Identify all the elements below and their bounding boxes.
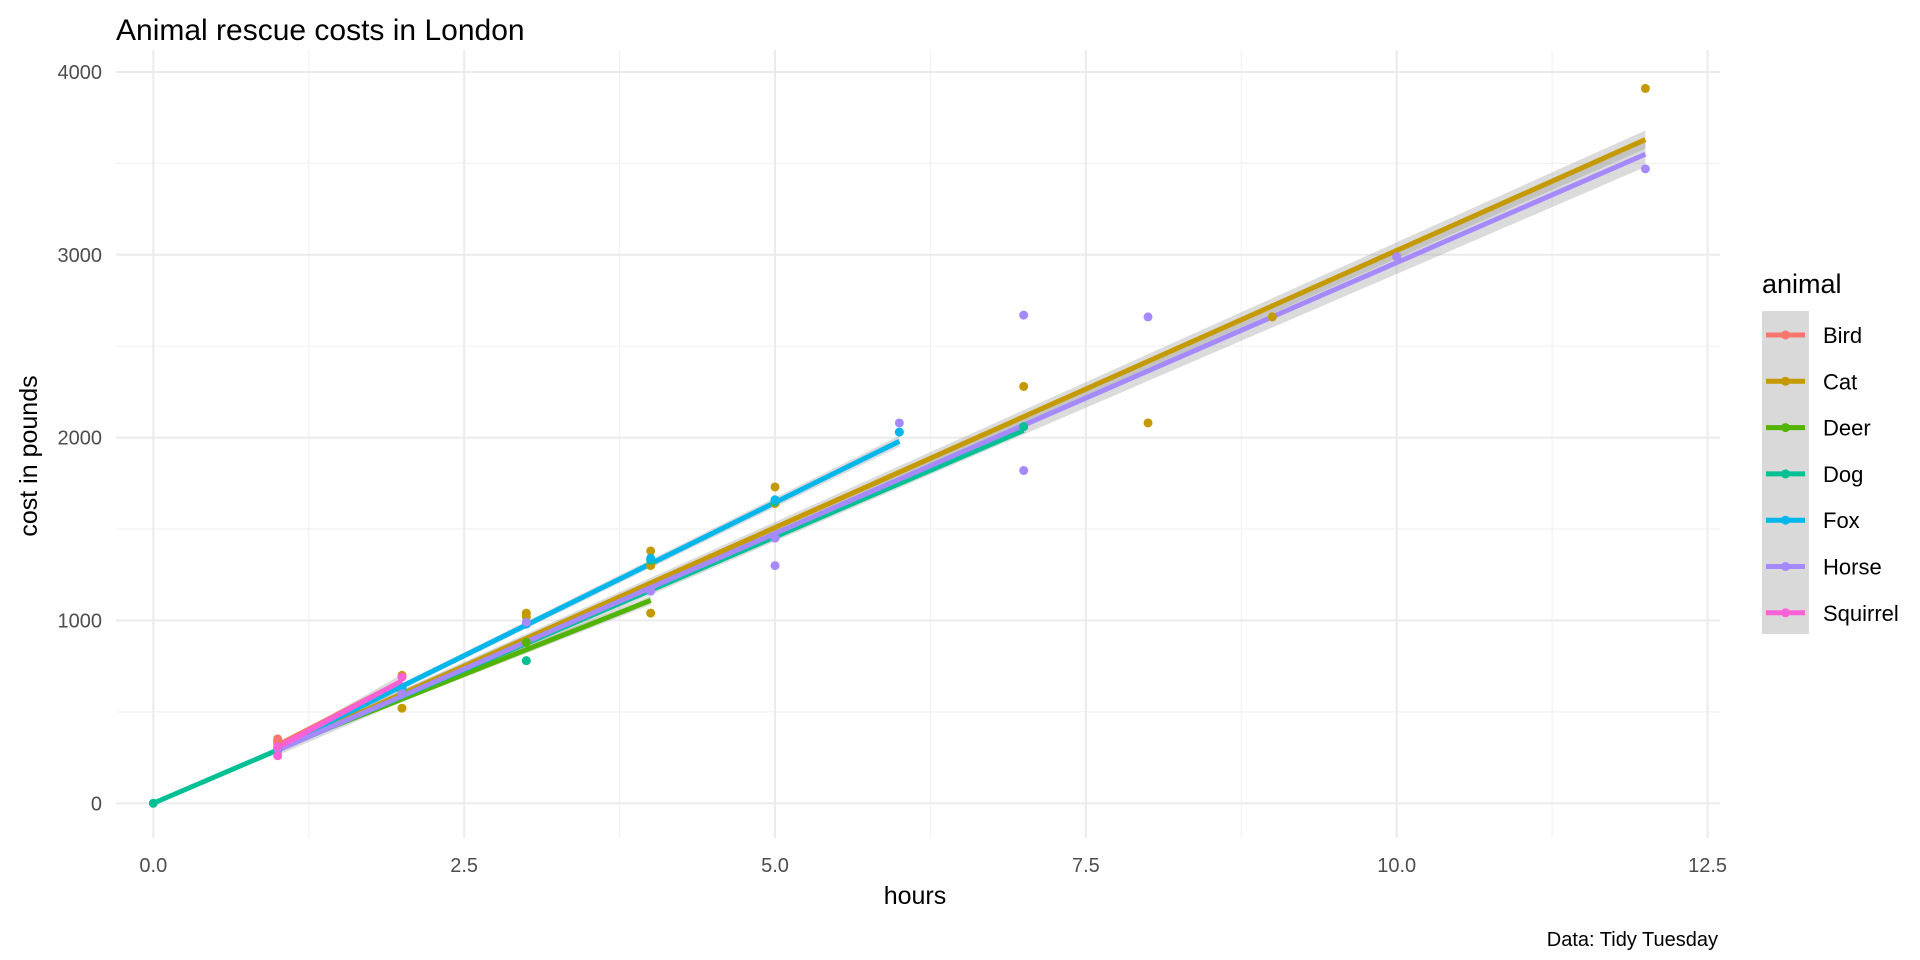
legend-point: [1781, 330, 1790, 340]
data-point-deer: [521, 637, 531, 647]
data-point-horse: [894, 418, 904, 428]
data-point-cat: [770, 482, 780, 492]
fit-line-cat: [276, 137, 1647, 752]
data-point-squirrel: [273, 751, 283, 761]
legend-point: [1781, 469, 1790, 479]
data-point-cat: [646, 608, 656, 618]
y-tick-label: 2000: [58, 428, 103, 450]
y-axis-title: cost in pounds: [15, 375, 43, 536]
data-point-horse: [1640, 164, 1650, 174]
legend-label: Fox: [1823, 508, 1860, 533]
data-point-horse: [1143, 312, 1153, 322]
data-point-fox: [894, 427, 904, 437]
y-tick-label: 4000: [58, 62, 103, 84]
data-point-cat: [1019, 381, 1029, 391]
data-point-dog: [1019, 422, 1029, 432]
fit-line-fox: [276, 439, 901, 750]
legend: animal Bird Cat Deer Dog Fox Horse Squirrel: [1762, 269, 1899, 634]
fit-line-horse: [276, 151, 1647, 753]
legend-point: [1781, 376, 1790, 386]
data-point-fox: [646, 553, 656, 563]
data-point-horse: [521, 617, 531, 627]
grid-lines: [116, 50, 1720, 838]
x-tick-label: 0.0: [139, 855, 167, 877]
data-point-horse: [770, 561, 780, 571]
y-tick-label: 3000: [58, 245, 103, 267]
legend-label: Squirrel: [1823, 601, 1899, 626]
data-point-cat: [397, 703, 407, 713]
data-point-cat: [646, 546, 656, 556]
chart-caption: Data: Tidy Tuesday: [1547, 929, 1718, 951]
data-point-dog: [521, 656, 531, 666]
legend-label: Horse: [1823, 555, 1882, 580]
legend-label: Cat: [1823, 369, 1857, 394]
legend-title: animal: [1762, 269, 1842, 299]
data-point-horse: [646, 586, 656, 596]
legend-point: [1781, 423, 1790, 433]
y-tick-label: 1000: [58, 610, 103, 632]
x-axis-ticks: 0.0 2.5 5.0 7.5 10.0 12.5: [139, 855, 1727, 877]
data-point-horse: [1392, 252, 1402, 262]
legend-item-bird: Bird: [1766, 323, 1862, 348]
legend-label: Deer: [1823, 416, 1871, 441]
legend-point: [1781, 608, 1790, 618]
data-point-horse: [1019, 466, 1029, 476]
x-tick-label: 2.5: [450, 855, 478, 877]
legend-point: [1781, 515, 1790, 525]
x-tick-label: 7.5: [1072, 855, 1100, 877]
legend-label: Bird: [1823, 323, 1862, 348]
fit-lines: [152, 137, 1647, 806]
data-point-squirrel: [397, 672, 407, 682]
legend-item-cat: Cat: [1766, 369, 1857, 394]
data-point-cat: [1267, 312, 1277, 322]
legend-label: Dog: [1823, 462, 1863, 487]
legend-point: [1781, 562, 1790, 571]
data-point-fox: [770, 495, 780, 505]
y-axis-ticks: 0 1000 2000 3000 4000: [58, 62, 103, 815]
data-points: [148, 83, 1650, 808]
y-tick-label: 0: [91, 793, 102, 815]
data-point-horse: [397, 689, 407, 699]
fit-line-squirrel: [276, 678, 404, 750]
legend-item-squirrel: Squirrel: [1766, 601, 1899, 626]
legend-item-deer: Deer: [1766, 416, 1871, 441]
data-point-cat: [1143, 418, 1153, 428]
legend-item-horse: Horse: [1766, 555, 1882, 580]
data-point-squirrel: [273, 742, 283, 752]
data-point-cat: [1640, 83, 1650, 93]
x-tick-label: 12.5: [1688, 855, 1727, 877]
x-tick-label: 5.0: [761, 855, 789, 877]
legend-item-dog: Dog: [1766, 462, 1863, 487]
data-point-dog: [148, 798, 158, 808]
x-axis-title: hours: [884, 882, 947, 910]
chart-title: Animal rescue costs in London: [116, 14, 525, 47]
data-point-horse: [1019, 310, 1029, 320]
x-tick-label: 10.0: [1377, 855, 1416, 877]
data-point-horse: [770, 533, 780, 543]
legend-item-fox: Fox: [1766, 508, 1860, 533]
